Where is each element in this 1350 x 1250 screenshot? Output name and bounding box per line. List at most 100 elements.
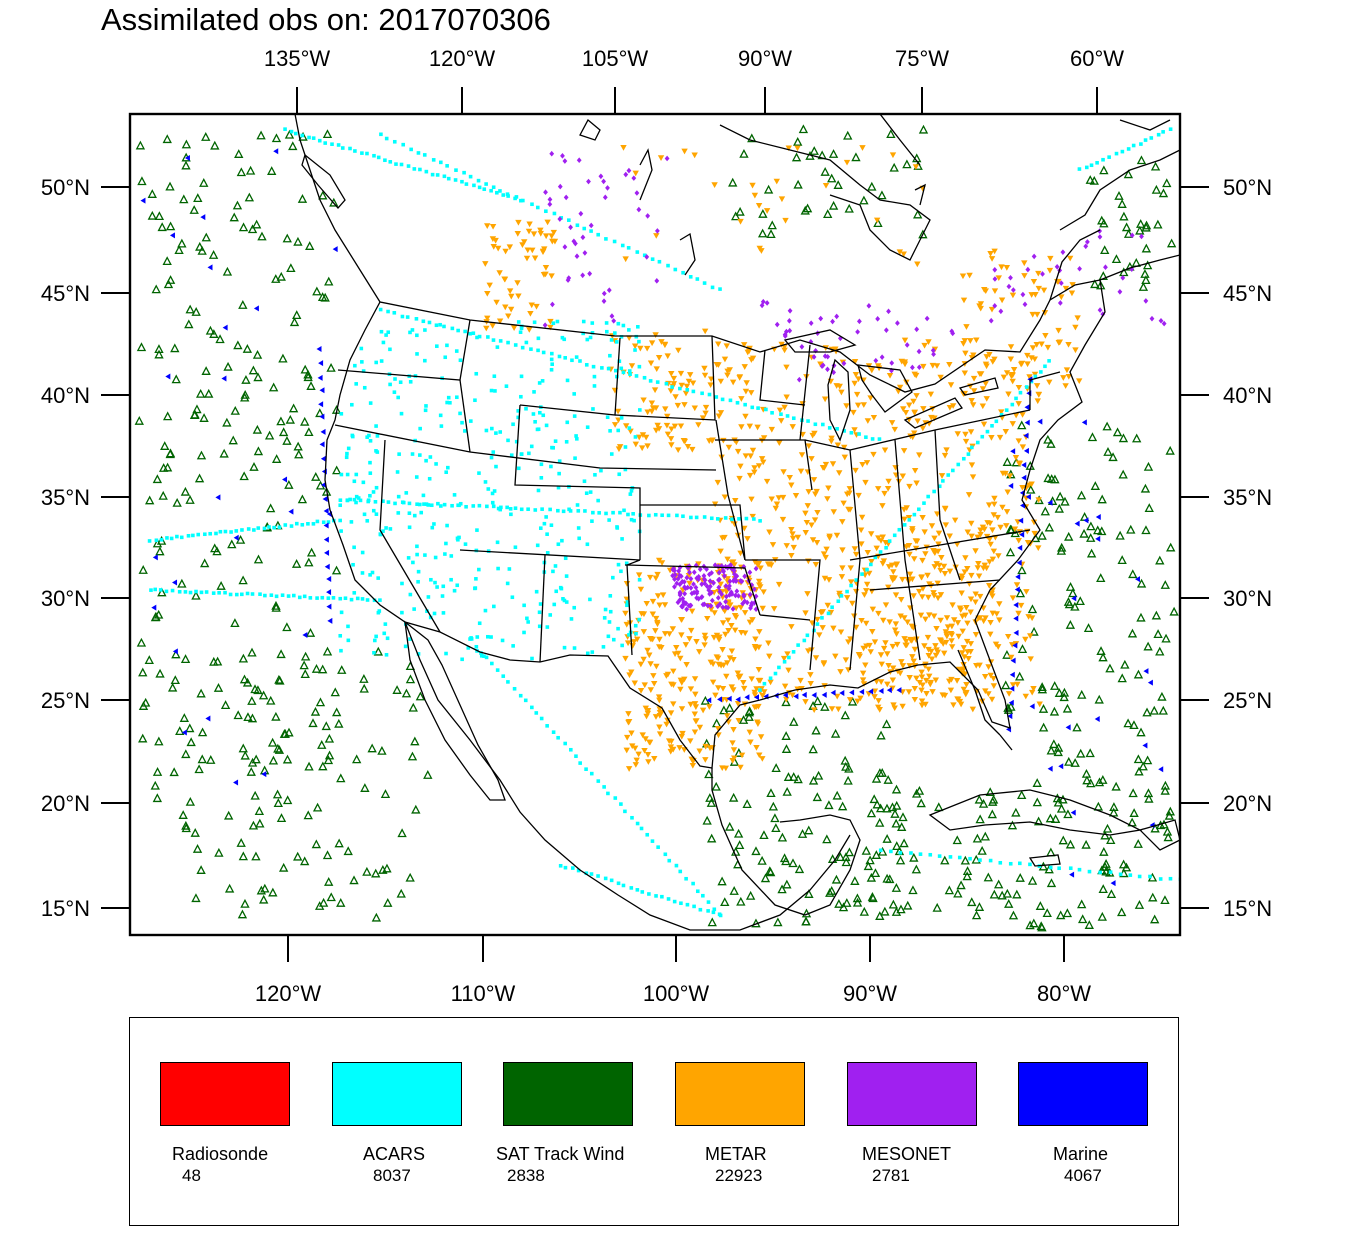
obs-point-square <box>768 676 773 681</box>
obs-point-triangle-up <box>197 727 208 737</box>
obs-point-triangle-down <box>847 565 854 572</box>
obs-point-square <box>633 435 638 439</box>
obs-point-triangle-up <box>1017 420 1027 430</box>
obs-point-triangle-down <box>981 287 988 293</box>
obs-point-diamond <box>1097 307 1103 313</box>
obs-point-triangle-down <box>959 273 967 280</box>
obs-point-triangle-up <box>321 721 331 731</box>
obs-point-square <box>531 412 536 416</box>
obs-point-triangle-down <box>890 702 897 709</box>
obs-point-square <box>471 504 476 508</box>
obs-point-triangle-down <box>920 363 927 370</box>
obs-point-triangle-down <box>931 535 938 542</box>
obs-point-triangle-down <box>983 354 990 360</box>
obs-point-triangle-down <box>972 548 979 554</box>
canada-west-coast <box>294 114 381 303</box>
obs-point-square <box>737 517 741 521</box>
obs-point-triangle-up <box>214 847 224 857</box>
obs-point-diamond <box>930 347 936 354</box>
obs-point-triangle-down <box>624 640 632 647</box>
obs-point-triangle-up <box>706 798 717 807</box>
obs-point-square <box>339 472 344 477</box>
obs-point-square <box>642 375 647 380</box>
obs-point-triangle-down <box>695 422 702 428</box>
obs-point-triangle-down <box>941 452 949 459</box>
gulf-of-st-lawrence <box>1049 229 1101 301</box>
obs-point-triangle-up <box>200 558 210 568</box>
obs-point-triangle-down <box>542 265 550 271</box>
obs-point-triangle-down <box>630 639 638 645</box>
obs-point-square <box>280 593 285 598</box>
obs-point-triangle-up <box>276 813 287 823</box>
obs-point-square <box>782 659 787 664</box>
obs-point-triangle-up <box>993 879 1004 889</box>
obs-point-triangle-left <box>1017 544 1023 551</box>
obs-point-triangle-down <box>958 590 965 597</box>
obs-point-triangle-up <box>1153 219 1163 229</box>
obs-point-triangle-down <box>967 429 975 435</box>
obs-point-triangle-up <box>322 646 333 656</box>
obs-point-triangle-down <box>730 657 737 663</box>
obs-point-triangle-down <box>948 644 956 650</box>
obs-point-triangle-up <box>300 416 310 426</box>
obs-point-square <box>512 686 517 691</box>
obs-point-square <box>262 526 267 531</box>
obs-point-diamond <box>786 318 792 324</box>
obs-point-triangle-up <box>1160 895 1170 905</box>
obs-point-square <box>611 637 616 642</box>
left-lat-axis: 50°N 45°N 40°N 35°N 30°N 25°N 20°N 15°N <box>41 175 129 921</box>
obs-point-triangle-up <box>888 899 899 909</box>
obs-point-square <box>609 878 614 883</box>
obs-point-triangle-down <box>749 513 756 520</box>
obs-point-triangle-up <box>972 833 983 843</box>
obs-point-triangle-up <box>1086 548 1097 558</box>
obs-point-triangle-up <box>1138 761 1148 771</box>
obs-point-square <box>482 654 486 658</box>
obs-point-square <box>490 426 494 431</box>
obs-point-square <box>371 508 376 513</box>
obs-point-triangle-down <box>884 651 891 657</box>
obs-point-triangle-down <box>928 523 936 529</box>
obs-point-triangle-down <box>934 595 942 602</box>
obs-point-triangle-down <box>644 443 651 450</box>
obs-point-triangle-down <box>1005 691 1013 697</box>
obs-point-square <box>657 259 662 264</box>
obs-point-diamond <box>644 254 650 260</box>
obs-point-square <box>706 909 710 913</box>
obs-point-triangle-down <box>922 551 929 557</box>
obs-point-square <box>926 494 930 499</box>
obs-point-square <box>553 439 558 443</box>
obs-point-square <box>628 492 633 496</box>
obs-point-square <box>730 517 734 522</box>
obs-point-square <box>415 352 419 356</box>
obs-point-triangle-down <box>804 591 811 597</box>
obs-point-square <box>443 552 447 556</box>
obs-point-triangle-down <box>1034 398 1041 405</box>
obs-point-triangle-up <box>240 389 250 399</box>
obs-point-triangle-up <box>1121 222 1132 232</box>
obs-point-triangle-up <box>244 192 255 202</box>
obs-point-triangle-up <box>1070 758 1080 767</box>
obs-point-triangle-down <box>850 409 857 416</box>
obs-point-triangle-up <box>308 718 318 728</box>
obs-point-triangle-down <box>1029 311 1036 318</box>
obs-point-triangle-down <box>911 646 919 653</box>
obs-point-triangle-down <box>967 596 975 603</box>
obs-point-triangle-down <box>1033 383 1041 389</box>
obs-point-triangle-down <box>664 353 671 360</box>
obs-point-triangle-down <box>779 516 787 523</box>
obs-point-triangle-down <box>884 485 892 492</box>
obs-point-square <box>608 429 612 433</box>
obs-point-triangle-up <box>1017 644 1028 654</box>
obs-point-triangle-up <box>238 743 248 753</box>
obs-point-square <box>368 401 373 405</box>
obs-point-square <box>495 668 500 672</box>
obs-point-square <box>548 613 553 617</box>
obs-point-triangle-up <box>1090 481 1100 490</box>
obs-point-triangle-up <box>1038 704 1049 713</box>
obs-point-triangle-up <box>1083 623 1094 632</box>
obs-point-triangle-up <box>136 637 147 647</box>
obs-point-square <box>709 516 714 521</box>
obs-point-triangle-up <box>1169 606 1179 616</box>
obs-point-square <box>365 598 370 602</box>
